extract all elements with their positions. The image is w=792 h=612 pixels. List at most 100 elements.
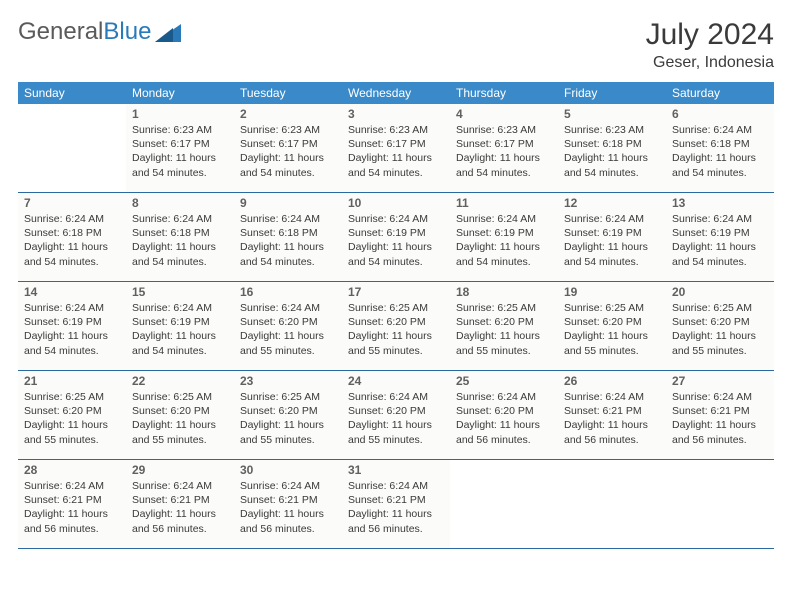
day-cell — [18, 104, 126, 192]
day-info: Sunrise: 6:24 AMSunset: 6:19 PMDaylight:… — [132, 301, 228, 358]
day-number: 17 — [348, 285, 444, 299]
day-number: 10 — [348, 196, 444, 210]
day-info: Sunrise: 6:24 AMSunset: 6:18 PMDaylight:… — [672, 123, 768, 180]
day-number: 1 — [132, 107, 228, 121]
day-cell: 17 Sunrise: 6:25 AMSunset: 6:20 PMDayligh… — [342, 282, 450, 370]
day-number: 29 — [132, 463, 228, 477]
day-info: Sunrise: 6:24 AMSunset: 6:18 PMDaylight:… — [24, 212, 120, 269]
day-number: 18 — [456, 285, 552, 299]
title-block: July 2024 Geser, Indonesia — [646, 18, 774, 72]
day-info: Sunrise: 6:24 AMSunset: 6:21 PMDaylight:… — [132, 479, 228, 536]
day-cell: 13Sunrise: 6:24 AMSunset: 6:19 PMDayligh… — [666, 193, 774, 281]
day-info: Sunrise: 6:25 AMSunset: 6:20 PMDaylight:… — [672, 301, 768, 358]
day-cell: 25 Sunrise: 6:24 AMSunset: 6:20 PMDayligh… — [450, 371, 558, 459]
day-info: Sunrise: 6:23 AMSunset: 6:18 PMDaylight:… — [564, 123, 660, 180]
week-row: 7 Sunrise: 6:24 AMSunset: 6:18 PMDaylight… — [18, 193, 774, 282]
day-info: Sunrise: 6:24 AMSunset: 6:20 PMDaylight:… — [348, 390, 444, 447]
weekday-header-row: SundayMondayTuesdayWednesdayThursdayFrid… — [18, 82, 774, 104]
day-info: Sunrise: 6:25 AMSunset: 6:20 PMDaylight:… — [456, 301, 552, 358]
day-number: 7 — [24, 196, 120, 210]
day-number: 2 — [240, 107, 336, 121]
day-cell: 28 Sunrise: 6:24 AMSunset: 6:21 PMDayligh… — [18, 460, 126, 548]
day-info: Sunrise: 6:23 AMSunset: 6:17 PMDaylight:… — [456, 123, 552, 180]
day-number: 27 — [672, 374, 768, 388]
day-number: 6 — [672, 107, 768, 121]
weekday-header: Sunday — [18, 82, 126, 104]
day-number: 19 — [564, 285, 660, 299]
day-cell — [666, 460, 774, 548]
day-number: 22 — [132, 374, 228, 388]
day-info: Sunrise: 6:25 AMSunset: 6:20 PMDaylight:… — [240, 390, 336, 447]
day-number: 21 — [24, 374, 120, 388]
day-cell: 7 Sunrise: 6:24 AMSunset: 6:18 PMDaylight… — [18, 193, 126, 281]
day-cell: 3 Sunrise: 6:23 AMSunset: 6:17 PMDaylight… — [342, 104, 450, 192]
day-info: Sunrise: 6:24 AMSunset: 6:18 PMDaylight:… — [132, 212, 228, 269]
day-cell: 6 Sunrise: 6:24 AMSunset: 6:18 PMDaylight… — [666, 104, 774, 192]
day-number: 24 — [348, 374, 444, 388]
day-number: 30 — [240, 463, 336, 477]
day-number: 5 — [564, 107, 660, 121]
day-number: 3 — [348, 107, 444, 121]
day-cell: 4 Sunrise: 6:23 AMSunset: 6:17 PMDaylight… — [450, 104, 558, 192]
day-cell — [450, 460, 558, 548]
day-cell: 14 Sunrise: 6:24 AMSunset: 6:19 PMDayligh… — [18, 282, 126, 370]
day-number: 8 — [132, 196, 228, 210]
day-cell: 27 Sunrise: 6:24 AMSunset: 6:21 PMDayligh… — [666, 371, 774, 459]
day-info: Sunrise: 6:24 AMSunset: 6:19 PMDaylight:… — [24, 301, 120, 358]
logo-text-2: Blue — [103, 18, 151, 46]
day-number: 11 — [456, 196, 552, 210]
week-row: 28 Sunrise: 6:24 AMSunset: 6:21 PMDayligh… — [18, 460, 774, 549]
day-cell: 12 Sunrise: 6:24 AMSunset: 6:19 PMDayligh… — [558, 193, 666, 281]
day-cell: 30 Sunrise: 6:24 AMSunset: 6:21 PMDayligh… — [234, 460, 342, 548]
weekday-header: Tuesday — [234, 82, 342, 104]
day-number: 12 — [564, 196, 660, 210]
day-cell: 1Sunrise: 6:23 AMSunset: 6:17 PMDaylight… — [126, 104, 234, 192]
day-info: Sunrise: 6:23 AMSunset: 6:17 PMDaylight:… — [348, 123, 444, 180]
day-info: Sunrise: 6:25 AMSunset: 6:20 PMDaylight:… — [132, 390, 228, 447]
day-number: 23 — [240, 374, 336, 388]
day-number: 25 — [456, 374, 552, 388]
day-number: 31 — [348, 463, 444, 477]
day-info: Sunrise: 6:24 AMSunset: 6:19 PMDaylight:… — [672, 212, 768, 269]
day-info: Sunrise: 6:24 AMSunset: 6:21 PMDaylight:… — [564, 390, 660, 447]
day-cell: 18 Sunrise: 6:25 AMSunset: 6:20 PMDayligh… — [450, 282, 558, 370]
day-number: 14 — [24, 285, 120, 299]
day-info: Sunrise: 6:25 AMSunset: 6:20 PMDaylight:… — [564, 301, 660, 358]
day-info: Sunrise: 6:24 AMSunset: 6:20 PMDaylight:… — [456, 390, 552, 447]
weeks-container: 1 Sunrise: 6:23 AMSunset: 6:17 PMDaylight… — [18, 104, 774, 549]
month-title: July 2024 — [646, 18, 774, 52]
day-number: 15 — [132, 285, 228, 299]
day-number: 26 — [564, 374, 660, 388]
day-cell: 11 Sunrise: 6:24 AMSunset: 6:19 PMDayligh… — [450, 193, 558, 281]
day-number: 28 — [24, 463, 120, 477]
day-cell: 16Sunrise: 6:24 AMSunset: 6:20 PMDayligh… — [234, 282, 342, 370]
day-info: Sunrise: 6:23 AMSunset: 6:17 PMDaylight:… — [240, 123, 336, 180]
day-cell: 23 Sunrise: 6:25 AMSunset: 6:20 PMDayligh… — [234, 371, 342, 459]
day-cell: 5 Sunrise: 6:23 AMSunset: 6:18 PMDaylight… — [558, 104, 666, 192]
day-cell — [558, 460, 666, 548]
day-info: Sunrise: 6:25 AMSunset: 6:20 PMDaylight:… — [24, 390, 120, 447]
day-info: Sunrise: 6:24 AMSunset: 6:19 PMDaylight:… — [564, 212, 660, 269]
day-info: Sunrise: 6:24 AMSunset: 6:21 PMDaylight:… — [672, 390, 768, 447]
logo-text-1: General — [18, 18, 103, 46]
day-info: Sunrise: 6:24 AMSunset: 6:20 PMDaylight:… — [240, 301, 336, 358]
day-info: Sunrise: 6:24 AMSunset: 6:19 PMDaylight:… — [456, 212, 552, 269]
week-row: 1 Sunrise: 6:23 AMSunset: 6:17 PMDaylight… — [18, 104, 774, 193]
logo-triangle-icon — [155, 22, 181, 42]
weekday-header: Thursday — [450, 82, 558, 104]
day-cell: 9Sunrise: 6:24 AMSunset: 6:18 PMDaylight… — [234, 193, 342, 281]
weekday-header: Monday — [126, 82, 234, 104]
weekday-header: Wednesday — [342, 82, 450, 104]
day-number: 20 — [672, 285, 768, 299]
day-cell: 24 Sunrise: 6:24 AMSunset: 6:20 PMDayligh… — [342, 371, 450, 459]
day-info: Sunrise: 6:24 AMSunset: 6:21 PMDaylight:… — [24, 479, 120, 536]
day-info: Sunrise: 6:24 AMSunset: 6:21 PMDaylight:… — [240, 479, 336, 536]
day-cell: 10Sunrise: 6:24 AMSunset: 6:19 PMDayligh… — [342, 193, 450, 281]
logo: GeneralBlue — [18, 18, 181, 46]
day-cell: 26 Sunrise: 6:24 AMSunset: 6:21 PMDayligh… — [558, 371, 666, 459]
day-number: 4 — [456, 107, 552, 121]
day-info: Sunrise: 6:25 AMSunset: 6:20 PMDaylight:… — [348, 301, 444, 358]
weekday-header: Saturday — [666, 82, 774, 104]
week-row: 21 Sunrise: 6:25 AMSunset: 6:20 PMDayligh… — [18, 371, 774, 460]
day-cell: 22 Sunrise: 6:25 AMSunset: 6:20 PMDayligh… — [126, 371, 234, 459]
